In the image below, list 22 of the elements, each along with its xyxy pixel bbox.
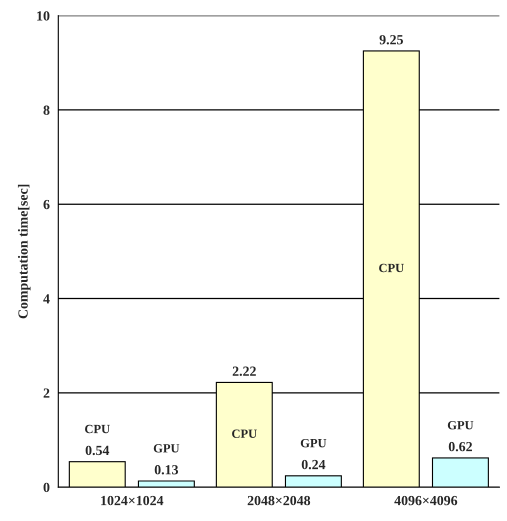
data-label: 0.62 bbox=[448, 442, 472, 452]
x-tick-label: 2048×2048 bbox=[248, 496, 310, 506]
data-label: 9.25 bbox=[380, 35, 403, 44]
x-tick-label: 4096×4096 bbox=[394, 496, 458, 506]
y-tick-label: 6 bbox=[44, 200, 50, 210]
data-label: 0.13 bbox=[154, 465, 178, 474]
y-tick-label: 10 bbox=[37, 11, 50, 21]
text: GPU bbox=[300, 438, 326, 448]
text: GPU bbox=[154, 444, 180, 453]
y-tick-label: 4 bbox=[43, 294, 50, 304]
text: CPU bbox=[232, 430, 257, 438]
series-label: CPU bbox=[379, 264, 404, 272]
text: GPU bbox=[448, 421, 474, 430]
y-tick-label: 0 bbox=[44, 482, 50, 492]
x-tick-label: 1024×1024 bbox=[101, 496, 164, 506]
y-tick-label: 2 bbox=[44, 388, 50, 398]
data-label: 0.24 bbox=[302, 460, 326, 470]
y-axis-title: Computation time[sec] bbox=[18, 184, 31, 318]
y-tick-label: 8 bbox=[43, 106, 50, 115]
text: CPU bbox=[85, 424, 110, 434]
data-label: 0.54 bbox=[86, 446, 110, 456]
data-label: 2.22 bbox=[232, 366, 256, 376]
